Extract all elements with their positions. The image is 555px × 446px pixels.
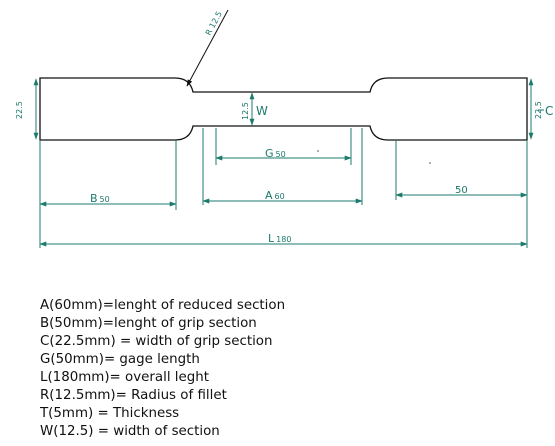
legend-item: C(22.5mm) = width of grip section bbox=[40, 334, 273, 349]
dimension-legend: A(60mm)=lenght of reduced section B(50mm… bbox=[40, 297, 285, 441]
section-width-value: 12.5 bbox=[241, 102, 250, 120]
specimen-outline bbox=[39, 77, 528, 141]
extension-lines bbox=[39, 128, 528, 248]
legend-item: R(12.5mm)= Radius of fillet bbox=[40, 388, 227, 403]
dimension-lines bbox=[33, 78, 544, 247]
overall-length-label: L 180 bbox=[268, 232, 291, 245]
legend-item: G(50mm)= gage length bbox=[40, 352, 200, 367]
legend-item: L(180mm)= overall leght bbox=[40, 370, 209, 385]
radius-leader bbox=[186, 9, 229, 87]
section-width-label: W bbox=[256, 104, 268, 118]
grip-height-right-label: 22.5 bbox=[534, 101, 543, 119]
legend-item: A(60mm)=lenght of reduced section bbox=[40, 298, 286, 313]
legend-item: B(50mm)=lenght of grip section bbox=[40, 316, 257, 331]
gage-length-label: G 50 bbox=[265, 147, 286, 160]
legend-item: W(12.5) = width of section bbox=[40, 424, 220, 439]
legend-item: T(5mm) = Thickness bbox=[40, 406, 180, 421]
stray-dot bbox=[317, 150, 319, 152]
reduced-section-label: A 60 bbox=[265, 189, 285, 202]
grip-section-label: B 50 bbox=[90, 192, 110, 205]
right-grip-length-label: 50 bbox=[455, 185, 468, 196]
stray-dot bbox=[429, 162, 431, 164]
grip-height-left-label: 22.5 bbox=[15, 101, 24, 119]
grip-width-label: C bbox=[545, 104, 553, 118]
